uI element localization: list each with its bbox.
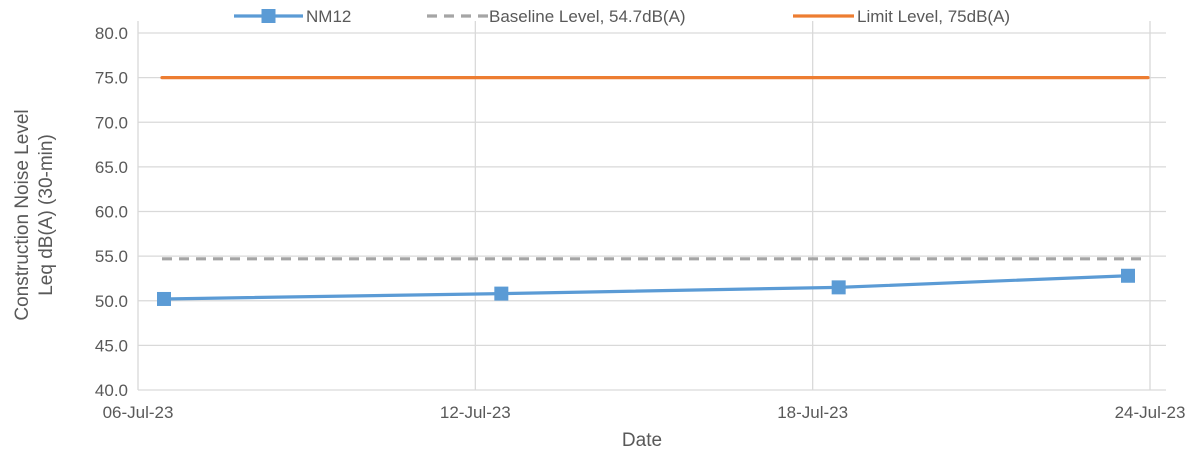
y-tick-label: 70.0 bbox=[95, 113, 128, 132]
y-tick-label: 45.0 bbox=[95, 336, 128, 355]
x-tick-label: 18-Jul-23 bbox=[777, 403, 848, 422]
legend-label: Baseline Level, 54.7dB(A) bbox=[489, 7, 686, 26]
y-tick-label: 80.0 bbox=[95, 24, 128, 43]
x-tick-label: 24-Jul-23 bbox=[1115, 403, 1186, 422]
legend-label: Limit Level, 75dB(A) bbox=[857, 7, 1010, 26]
x-axis-ticks: 06-Jul-23 12-Jul-23 18-Jul-23 24-Jul-23 bbox=[103, 403, 1186, 422]
y-axis-title-line-1: Construction Noise Level bbox=[12, 109, 33, 320]
legend: NM12 Baseline Level, 54.7dB(A) Limit Level… bbox=[234, 7, 1010, 26]
data-point-marker bbox=[831, 280, 846, 295]
y-tick-label: 60.0 bbox=[95, 203, 128, 222]
data-point-marker bbox=[1121, 268, 1135, 283]
y-tick-label: 65.0 bbox=[95, 158, 128, 177]
y-axis-title-line-2: Leq dB(A) (30-min) bbox=[36, 134, 57, 296]
series-line-nm12 bbox=[162, 274, 1130, 301]
y-tick-label: 50.0 bbox=[95, 292, 128, 311]
legend-label: NM12 bbox=[306, 7, 351, 26]
x-tick-label: 12-Jul-23 bbox=[440, 403, 511, 422]
legend-swatch-marker bbox=[261, 9, 276, 23]
y-tick-label: 75.0 bbox=[95, 69, 128, 88]
x-axis-title: Date bbox=[622, 430, 662, 451]
y-tick-label: 55.0 bbox=[95, 247, 128, 266]
y-tick-label: 40.0 bbox=[95, 381, 128, 400]
y-axis-ticks: 40.0 45.0 50.0 55.0 60.0 65.0 70.0 75.0 80.0 bbox=[95, 24, 128, 400]
gridlines bbox=[137, 21, 1166, 391]
data-point-marker bbox=[157, 291, 171, 306]
data-point-marker bbox=[494, 286, 509, 301]
x-tick-label: 06-Jul-23 bbox=[103, 403, 174, 422]
series-layer bbox=[157, 76, 1150, 306]
